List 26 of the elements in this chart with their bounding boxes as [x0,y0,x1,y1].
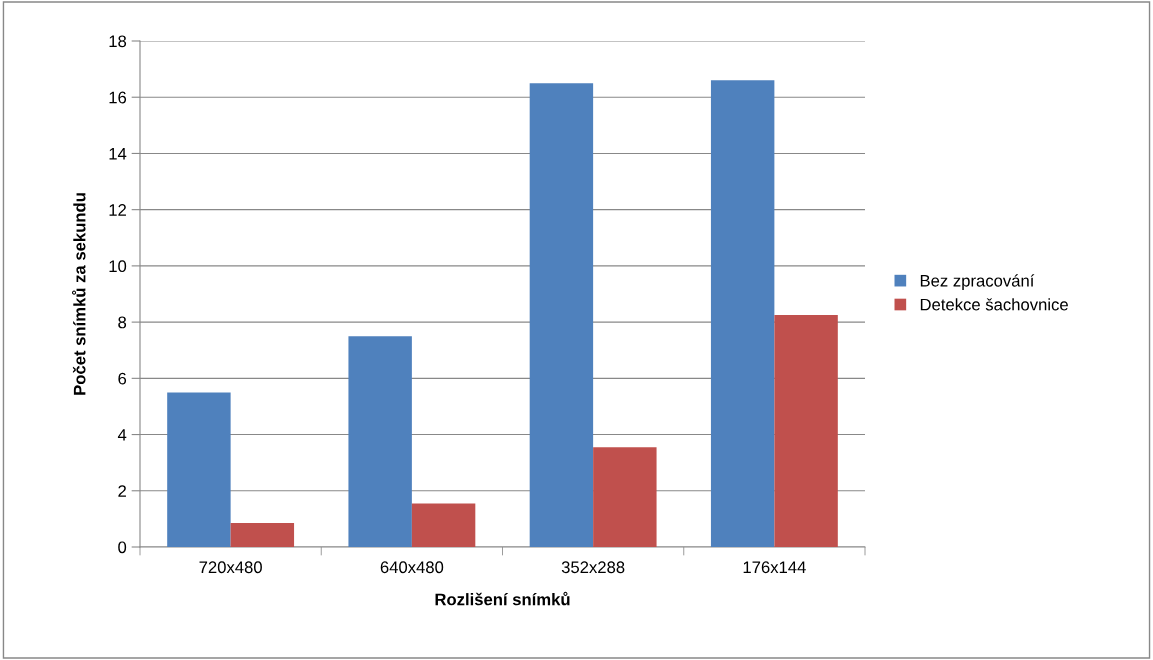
bar [167,392,231,547]
bar [774,315,838,547]
bar [529,83,594,547]
bar [230,523,295,547]
y-tick-label: 14 [109,148,127,160]
x-tick-label: 176x144 [743,561,806,574]
bar [411,503,476,547]
y-tick-label: 10 [109,260,127,273]
x-tick-label: 640x480 [380,561,444,574]
x-tick-label: 352x288 [561,561,625,574]
y-tick-label: 18 [109,35,127,48]
bar [710,80,775,547]
y-tick-label: 16 [109,91,127,104]
y-axis-title: Počet snímků za sekundu [71,193,86,395]
legend-label: Bez zpracování [920,274,1035,290]
y-tick-label: 0 [118,541,127,554]
bar [593,447,657,547]
x-tick-label: 720x480 [199,561,262,574]
x-axis-title: Rozlišení snímků [435,591,570,606]
legend-label: Detekce šachovnice [920,298,1068,311]
bar [348,336,412,547]
y-tick-label: 2 [118,485,126,497]
y-tick-label: 12 [109,204,126,216]
y-tick-label: 8 [118,316,127,329]
y-tick-label: 6 [118,372,127,385]
y-tick-label: 4 [117,429,127,441]
